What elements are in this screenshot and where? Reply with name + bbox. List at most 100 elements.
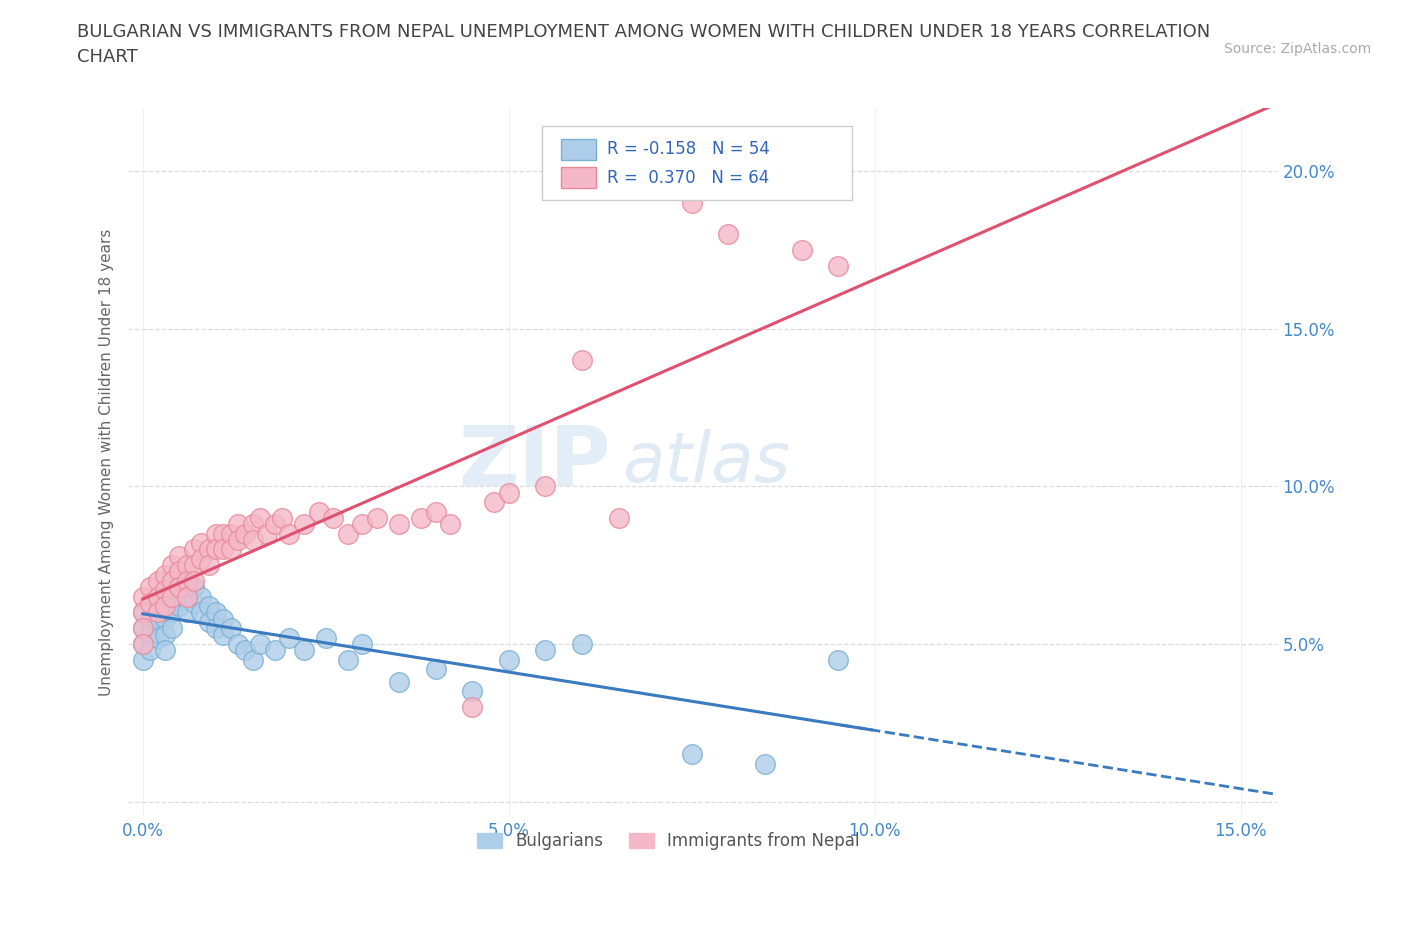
Point	[146, 574, 169, 589]
Point	[205, 621, 228, 636]
Point	[425, 662, 447, 677]
Point	[263, 517, 285, 532]
Point	[160, 590, 183, 604]
Point	[169, 583, 191, 598]
Point	[681, 195, 703, 210]
Point	[176, 574, 198, 589]
Point	[190, 605, 212, 620]
Point	[498, 485, 520, 500]
Point	[153, 627, 176, 642]
Point	[571, 352, 593, 367]
Point	[388, 517, 411, 532]
Point	[235, 526, 257, 541]
Point	[461, 699, 484, 714]
Point	[153, 611, 176, 626]
Point	[235, 643, 257, 658]
Point	[352, 636, 374, 651]
Point	[183, 542, 205, 557]
Point	[197, 615, 219, 630]
Point	[153, 579, 176, 594]
Point	[366, 511, 388, 525]
Point	[461, 684, 484, 698]
Point	[139, 579, 162, 594]
Point	[336, 652, 359, 667]
Point	[219, 526, 242, 541]
Point	[139, 595, 162, 610]
Point	[153, 599, 176, 614]
Text: BULGARIAN VS IMMIGRANTS FROM NEPAL UNEMPLOYMENT AMONG WOMEN WITH CHILDREN UNDER : BULGARIAN VS IMMIGRANTS FROM NEPAL UNEMP…	[77, 23, 1211, 66]
Point	[132, 605, 155, 620]
Point	[197, 542, 219, 557]
Point	[197, 558, 219, 573]
Point	[153, 595, 176, 610]
Point	[278, 526, 301, 541]
Point	[132, 652, 155, 667]
Point	[139, 643, 162, 658]
Point	[169, 599, 191, 614]
Point	[190, 590, 212, 604]
Text: R =  0.370   N = 64: R = 0.370 N = 64	[607, 168, 769, 187]
Point	[242, 652, 264, 667]
Point	[160, 590, 183, 604]
Point	[146, 605, 169, 620]
Point	[827, 259, 849, 273]
Text: atlas: atlas	[623, 430, 790, 497]
Point	[292, 643, 315, 658]
Point	[205, 542, 228, 557]
Point	[271, 511, 294, 525]
Point	[219, 542, 242, 557]
Point	[160, 605, 183, 620]
Point	[190, 551, 212, 566]
Point	[153, 567, 176, 582]
Point	[132, 590, 155, 604]
Point	[146, 615, 169, 630]
Point	[169, 567, 191, 582]
Point	[190, 536, 212, 551]
Point	[205, 526, 228, 541]
Text: Source: ZipAtlas.com: Source: ZipAtlas.com	[1223, 42, 1371, 56]
Point	[139, 627, 162, 642]
Point	[139, 611, 162, 626]
Point	[212, 627, 235, 642]
Point	[226, 636, 249, 651]
Point	[146, 599, 169, 614]
Point	[308, 504, 330, 519]
Point	[226, 517, 249, 532]
Point	[439, 517, 461, 532]
Point	[315, 631, 337, 645]
Point	[169, 549, 191, 564]
Point	[146, 590, 169, 604]
Point	[388, 674, 411, 689]
Point	[132, 605, 155, 620]
Point	[153, 643, 176, 658]
Bar	[561, 139, 596, 160]
Point	[219, 621, 242, 636]
Point	[352, 517, 374, 532]
Point	[263, 643, 285, 658]
Point	[197, 599, 219, 614]
Bar	[561, 166, 596, 188]
Point	[717, 227, 740, 242]
Point	[409, 511, 432, 525]
FancyBboxPatch shape	[541, 126, 852, 200]
Point	[754, 756, 776, 771]
Point	[132, 621, 155, 636]
Point	[242, 533, 264, 548]
Point	[278, 631, 301, 645]
Point	[425, 504, 447, 519]
Point	[249, 511, 271, 525]
Point	[242, 517, 264, 532]
Point	[322, 511, 344, 525]
Legend: Bulgarians, Immigrants from Nepal: Bulgarians, Immigrants from Nepal	[470, 824, 868, 858]
Point	[571, 636, 593, 651]
Point	[827, 652, 849, 667]
Point	[176, 558, 198, 573]
Point	[183, 595, 205, 610]
Point	[183, 579, 205, 594]
Point	[534, 479, 557, 494]
Point	[160, 558, 183, 573]
Point	[336, 526, 359, 541]
Point	[212, 526, 235, 541]
Point	[176, 574, 198, 589]
Point	[146, 631, 169, 645]
